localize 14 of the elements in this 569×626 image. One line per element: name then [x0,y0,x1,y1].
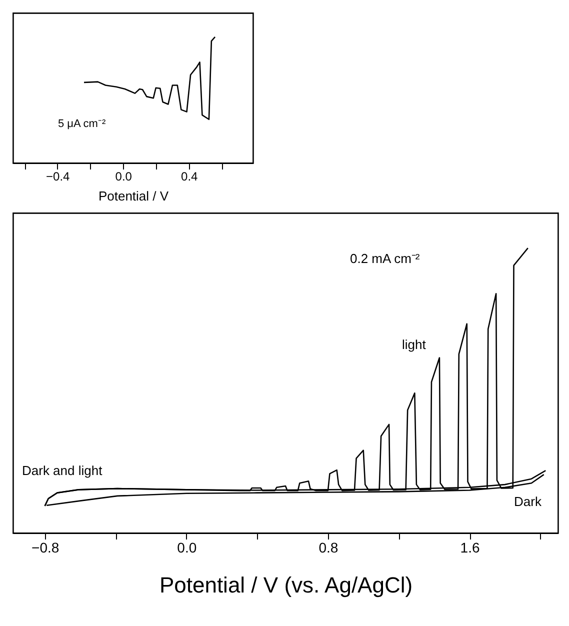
annotation: Dark and light [22,463,103,478]
x-tick-label: −0.8 [32,540,60,556]
annotation: 5 μA cm⁻² [58,118,106,130]
x-tick-label: 0.4 [181,170,198,184]
annotation: Dark [514,494,542,509]
annotation: 0.2 mA cm⁻² [350,251,420,266]
x-tick-label: 1.6 [460,540,480,556]
annotation: light [402,337,426,352]
x-tick-label: 0.0 [177,540,197,556]
x-axis-title: Potential / V [98,188,169,204]
x-tick-label: 0.0 [115,170,132,184]
x-axis-title: Potential / V (vs. Ag/AgCl) [159,572,413,598]
x-tick-label: −0.4 [46,170,70,184]
x-tick-label: 0.8 [318,540,338,556]
